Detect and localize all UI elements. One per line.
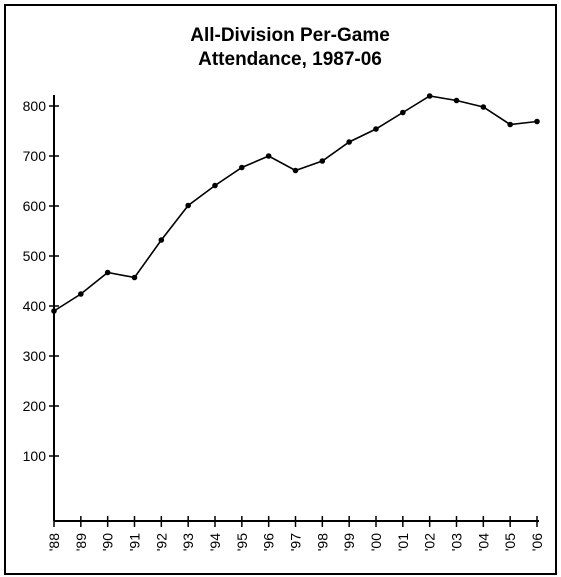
y-tick-label-200: 200 xyxy=(23,398,47,414)
x-tick-label-0: '88 xyxy=(46,533,62,551)
x-tick-label-7: '95 xyxy=(234,533,250,551)
x-tick-label-15: '03 xyxy=(449,533,465,551)
x-tick-label-11: '99 xyxy=(341,533,357,551)
data-point-01 xyxy=(400,109,406,116)
data-point-96 xyxy=(265,153,272,159)
data-point-00 xyxy=(373,126,379,132)
x-tick-label-9: '97 xyxy=(288,533,304,551)
x-tick-label-13: '01 xyxy=(395,533,411,551)
x-tick-label-12: '00 xyxy=(368,533,384,551)
x-tick-label-4: '92 xyxy=(153,533,169,551)
x-tick-label-3: '91 xyxy=(127,533,143,551)
y-tick-label-600: 600 xyxy=(23,198,47,214)
x-tick-label-18: '06 xyxy=(529,533,545,551)
x-tick-label-14: '02 xyxy=(422,533,438,551)
x-tick-label-17: '05 xyxy=(502,533,518,551)
y-tick-label-400: 400 xyxy=(23,298,47,314)
data-point-04 xyxy=(480,104,487,110)
data-point-89 xyxy=(78,291,84,297)
axes xyxy=(49,95,539,527)
data-point-05 xyxy=(507,121,513,128)
chart-title-line-1: All-Division Per-Game xyxy=(190,25,390,46)
data-point-97 xyxy=(292,167,299,174)
data-point-95 xyxy=(239,164,245,171)
y-tick-label-800: 800 xyxy=(23,98,47,114)
y-tick-label-300: 300 xyxy=(23,348,47,364)
data-point-98 xyxy=(319,158,326,164)
data-point-91 xyxy=(131,274,138,281)
y-tick-label-700: 700 xyxy=(23,148,47,164)
series-line xyxy=(51,93,540,314)
y-tick-labels: 100 200 300 400 500 600 700 800 xyxy=(23,98,47,464)
y-tick-label-500: 500 xyxy=(23,248,47,264)
data-point-03 xyxy=(453,97,460,104)
series-polyline xyxy=(53,95,538,312)
data-point-06 xyxy=(534,118,540,125)
x-tick-label-16: '04 xyxy=(475,533,491,551)
x-tick-label-5: '93 xyxy=(180,533,196,551)
chart-title-line-2: Attendance, 1987-06 xyxy=(198,49,382,70)
data-point-90 xyxy=(104,269,111,276)
data-point-93 xyxy=(185,202,191,209)
data-point-94 xyxy=(212,182,218,189)
x-tick-label-8: '96 xyxy=(261,533,277,551)
data-point-99 xyxy=(346,139,352,145)
y-tick-label-100: 100 xyxy=(23,448,47,464)
x-tick-label-2: '90 xyxy=(100,533,116,551)
data-point-02 xyxy=(426,93,433,99)
x-tick-label-1: '89 xyxy=(73,533,89,551)
x-tick-label-6: '94 xyxy=(207,533,223,551)
x-tick-label-10: '98 xyxy=(314,533,330,551)
chart-frame xyxy=(4,4,557,575)
data-point-92 xyxy=(158,237,165,243)
x-tick-labels: '88 '89 '90 '91 '92 '93 '94 '95 '96 '97 '98 '99 '00 '… xyxy=(46,533,545,551)
data-point-88 xyxy=(51,308,57,314)
